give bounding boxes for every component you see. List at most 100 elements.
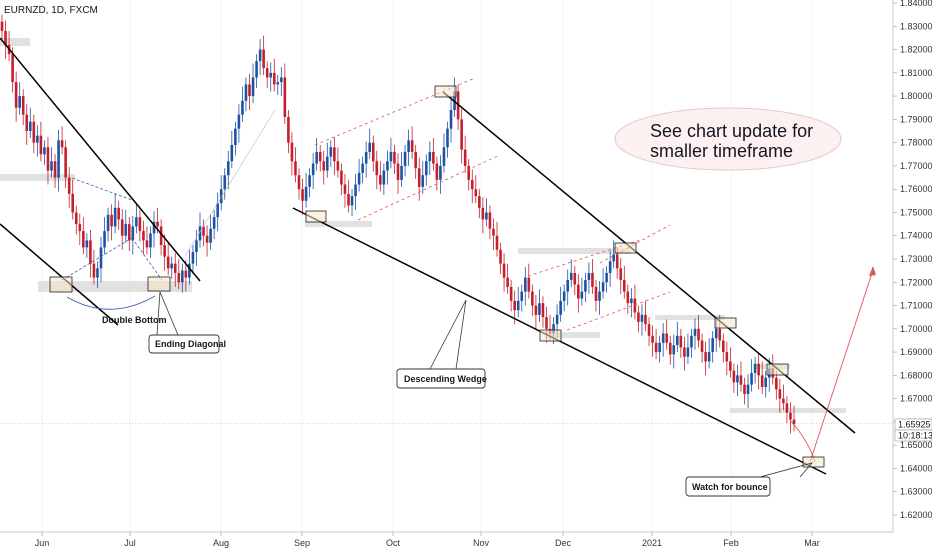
x-tick-label: Feb [723,538,739,548]
candle-body [248,84,251,97]
price-axis[interactable]: 1.620001.630001.640001.650001.660001.670… [893,0,932,520]
candle-body [368,142,372,152]
candle-body [672,345,676,355]
candle-body [379,175,382,185]
candle-body [428,151,432,162]
wedge-upper-line [442,91,856,434]
candle-body [106,214,110,232]
candle-body [736,375,739,383]
candle-body [308,175,311,187]
time-axis[interactable]: Jun Jul Aug Sep Oct Nov Dec 2021 Feb Mar [35,532,820,548]
candle-body [432,151,435,164]
candle-body [18,96,21,108]
sr-zone [0,174,75,181]
pivot-box [147,276,171,292]
y-tick-label: 1.62000 [900,510,932,520]
candle-body [743,384,746,394]
candle-body [403,151,407,166]
y-tick-label: 1.70000 [900,324,932,334]
candle-body [555,314,559,325]
candle-body [4,30,7,45]
candle-body [417,168,421,187]
candle-body [584,279,587,292]
candle-body [753,363,757,374]
x-tick-label: Jul [124,538,136,548]
candle-body [287,117,290,143]
candle-body [219,189,223,204]
candle-body [195,240,198,253]
candle-body [226,161,230,176]
candle-body [202,226,205,236]
candle-body [679,335,683,348]
chart-update-line-2: smaller timeframe [650,141,793,161]
drawings [0,37,876,475]
grid-lines [0,0,893,532]
candle-body [255,61,258,78]
candle-body [509,286,513,301]
candle-body [654,342,658,353]
candle-body [690,335,693,348]
candle-body [329,147,333,157]
candle-body [393,151,396,164]
candle-body [545,317,548,329]
candle-body [142,231,145,241]
candle-body [580,291,584,299]
pivot-box [434,85,457,98]
candle-body [711,338,714,353]
candle-body [552,324,555,334]
candle-body [598,291,601,301]
candle-body [640,314,644,322]
candle-body [400,165,403,180]
candle-body [527,277,531,292]
countdown-label: 10:18:13 [898,431,932,441]
candle-body [442,147,446,166]
candle-body [39,135,43,155]
candle-body [170,263,174,269]
pivot-box [49,276,73,293]
trendline [0,37,201,282]
y-tick-label: 1.75000 [900,207,932,217]
candle-body [89,240,92,264]
arrow-head [869,266,876,276]
sr-zone [655,315,725,320]
candle-body [280,77,283,83]
candle-body [700,340,704,353]
candle-body [732,370,736,383]
last-price-tag: 1.65925 10:18:13 [894,418,932,442]
candle-body [364,151,368,164]
candle-body [28,121,32,131]
candle-body [74,212,78,225]
candle-body [605,272,608,283]
sr-zone [38,281,192,292]
candle-body [223,175,227,190]
y-tick-label: 1.71000 [900,301,932,311]
candle-body [633,298,637,313]
candle-body [184,270,188,278]
candle-body [622,279,626,292]
candle-body [481,207,485,220]
ending-diagonal-callout: Ending Diagonal [148,291,226,354]
candle-body [531,291,534,306]
watch-for-bounce-callout: Watch for bounce [685,462,814,497]
candle-body [46,147,50,171]
candle-body [615,254,619,269]
candle-body [159,226,163,246]
candle-body [156,221,159,227]
candle-body [760,375,764,387]
candle-body [523,277,527,292]
candle-body [340,170,343,185]
candle-body [446,128,449,148]
candle-body [50,161,53,171]
candle-body [127,224,131,241]
candle-body [357,172,361,185]
candle-body [658,342,661,353]
candle-body [463,149,467,166]
candle-body [506,277,509,287]
candle-body [495,235,499,250]
candle-body [707,352,711,362]
candle-body [333,147,336,162]
candle-body [569,272,573,280]
candle-body [212,217,216,229]
candle-body [25,114,29,131]
